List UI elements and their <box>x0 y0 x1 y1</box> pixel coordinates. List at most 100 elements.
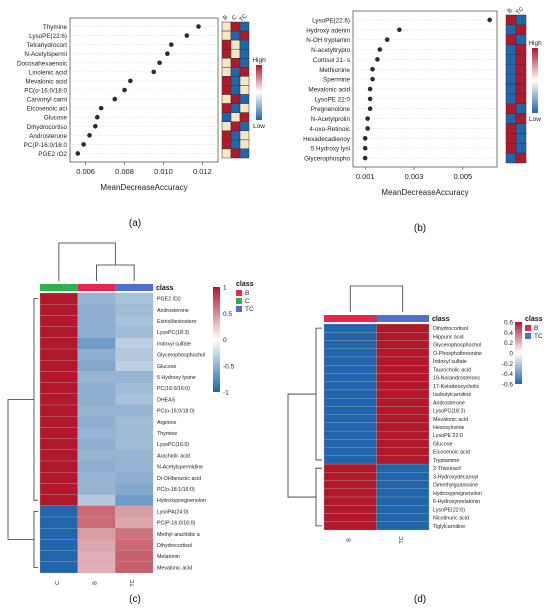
category-label: Glycerophospho <box>304 156 350 163</box>
heatmap-cell <box>230 121 241 132</box>
row-label: Androsterone <box>433 400 465 406</box>
dendrogram-branch <box>349 285 404 312</box>
legend-colorbar <box>256 65 262 120</box>
row-label: Glycerophosphochol <box>157 353 205 359</box>
heatmap-cell <box>77 292 116 305</box>
heatmap-cell <box>323 505 377 514</box>
x-tick-label: 0.010 <box>154 167 173 176</box>
data-point <box>362 136 368 141</box>
heatmap-cell <box>239 58 250 68</box>
heatmap-cell <box>230 148 241 159</box>
heatmap-cell <box>77 460 116 473</box>
heatmap-cell <box>221 76 232 86</box>
heatmap-cell <box>230 67 241 77</box>
data-point <box>87 133 92 138</box>
heatmap-cell <box>323 398 377 407</box>
category-label: Carvonyl carni <box>27 97 67 104</box>
row-label: Dihydrocortisol <box>157 543 192 549</box>
heatmap-cell <box>221 85 232 95</box>
heatmap-cell <box>323 389 377 399</box>
heatmap-cell <box>239 85 250 95</box>
row-label: Methyl arachidic a <box>157 532 200 538</box>
heatmap-cell <box>115 393 154 406</box>
heatmap-cell <box>115 494 154 506</box>
data-point <box>151 69 157 75</box>
row-label: 17-Ketodeoxycholic <box>433 384 480 390</box>
heatmap-cell <box>115 516 154 529</box>
heatmap-cell <box>39 550 78 562</box>
row-label: Nicotinuric acid <box>433 516 469 522</box>
heatmap-cell <box>505 64 517 75</box>
legend-high-label: High <box>528 40 542 47</box>
data-point <box>377 47 383 52</box>
heatmap-cell <box>376 463 430 473</box>
panel-c: class PGE2 /D2 Androsterone Estriol/testost… <box>7 242 254 605</box>
heatmap-cell <box>77 416 116 428</box>
row-label: Hydroxypregnenolon <box>433 491 482 497</box>
heatmap-cell <box>115 460 154 473</box>
heatmap-cell <box>77 348 116 361</box>
heatmap-cell <box>39 505 78 518</box>
heatmap-cell <box>323 422 377 432</box>
heatmap-cell <box>515 103 527 114</box>
heatmap-cell <box>505 93 517 105</box>
data-point <box>362 155 368 161</box>
colorbar <box>515 322 522 384</box>
row-label: Dihydrocortisol <box>433 326 468 332</box>
heatmap-cell <box>505 143 517 154</box>
heatmap-column-label: B <box>507 8 514 15</box>
row-label: Arginine <box>157 420 176 426</box>
heatmap-cell <box>39 404 78 417</box>
heatmap-cell <box>376 455 430 465</box>
heatmap-cell <box>77 449 116 462</box>
heatmap-cell <box>39 539 78 551</box>
heatmap-cell <box>115 404 154 417</box>
class-legend-label: B <box>534 325 538 332</box>
heatmap-cell <box>230 112 241 122</box>
dendrogram-branch <box>7 398 34 540</box>
class-legend-swatch <box>236 306 242 312</box>
legend-low-label: Low <box>253 123 265 130</box>
row-label: LysoPA(24:0) <box>157 509 189 515</box>
heatmap-cell <box>323 323 377 333</box>
heatmap-cell <box>376 381 430 391</box>
row-label: Di-OHbenzoic acid <box>157 476 201 482</box>
heatmap-cell <box>77 539 116 551</box>
heatmap-cell <box>376 398 430 407</box>
heatmap-cell <box>230 30 241 41</box>
heatmap-cell <box>323 430 377 440</box>
heatmap-cell <box>376 365 430 374</box>
data-point <box>367 96 373 102</box>
data-point <box>397 27 402 33</box>
class-legend-swatch <box>525 333 531 339</box>
dendrogram-branch <box>33 510 38 568</box>
heatmap-cell <box>505 133 517 144</box>
colorbar-tick-label: 0.4 <box>504 330 513 337</box>
data-point <box>122 87 127 93</box>
heatmap-cell <box>77 337 116 350</box>
category-label: N-Acetylprolin <box>311 116 351 123</box>
category-label: Spermine <box>323 77 350 84</box>
heatmap-cell <box>515 152 527 164</box>
panel-label: (d) <box>414 594 426 605</box>
row-label: Estriol/testostero <box>157 319 197 325</box>
category-label: Cortisol 21- s <box>313 57 350 64</box>
heatmap-cell <box>39 371 78 383</box>
heatmap-cell <box>239 67 250 77</box>
heatmap-cell <box>221 94 232 104</box>
row-label: Indoxyl sulfate <box>433 359 467 365</box>
panel-label: (a) <box>129 218 141 229</box>
column-label: B <box>346 538 352 542</box>
category-label: Pregnenolone <box>311 106 351 113</box>
category-label: Eicosenoic aci <box>27 106 67 113</box>
heatmap-cell <box>376 356 430 366</box>
row-label: Melatonin <box>157 554 180 560</box>
category-label: Docosahexaenoic <box>17 60 67 67</box>
row-label: LysoPC(16:0) <box>157 442 189 448</box>
category-label: Mevalonic acid <box>308 87 350 94</box>
row-label: Hexosyloxine <box>433 425 465 431</box>
heatmap-cell <box>77 427 116 439</box>
heatmap-cell <box>39 516 78 529</box>
class-bar-cell <box>40 284 78 291</box>
